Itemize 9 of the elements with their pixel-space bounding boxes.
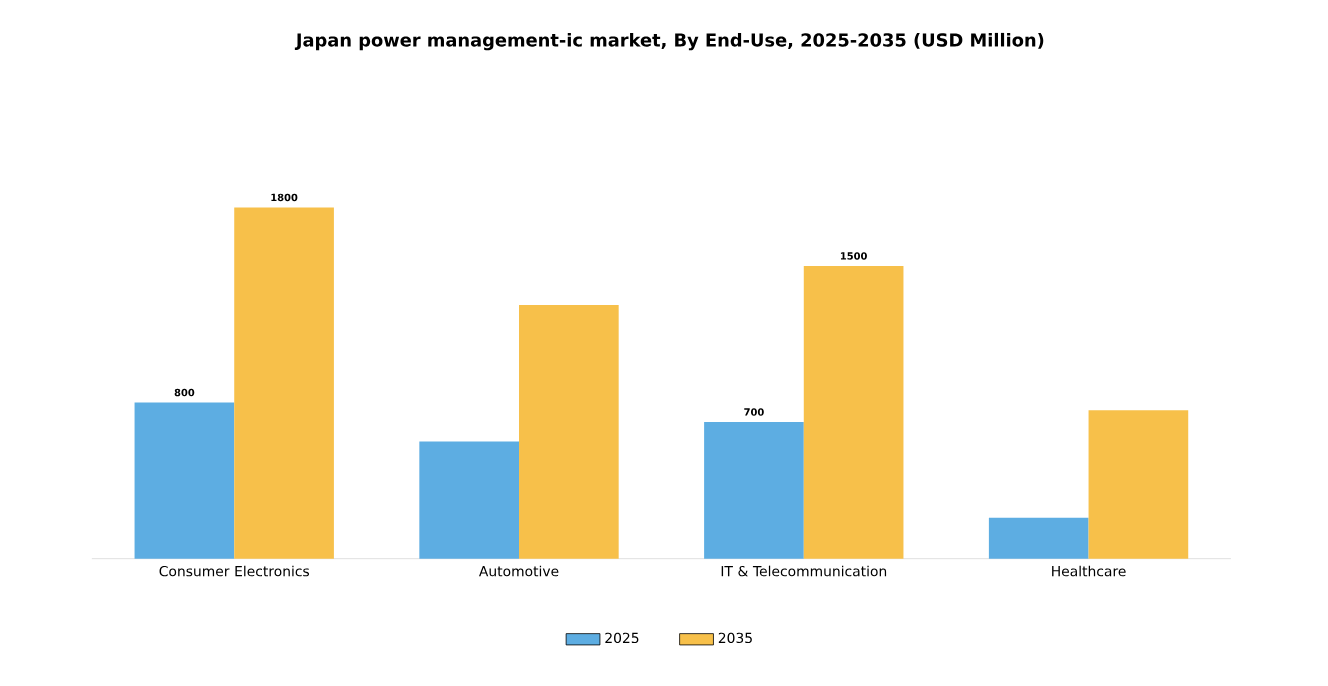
bar	[234, 207, 334, 559]
chart-title: Japan power management-ic market, By End-Use, 2025-2035 (USD Million)	[294, 33, 1044, 51]
bar	[419, 441, 520, 559]
bar	[134, 402, 235, 559]
bar	[803, 266, 904, 559]
bar	[1088, 410, 1189, 559]
bar	[704, 422, 804, 559]
bar	[988, 517, 1089, 559]
bar	[519, 305, 619, 559]
